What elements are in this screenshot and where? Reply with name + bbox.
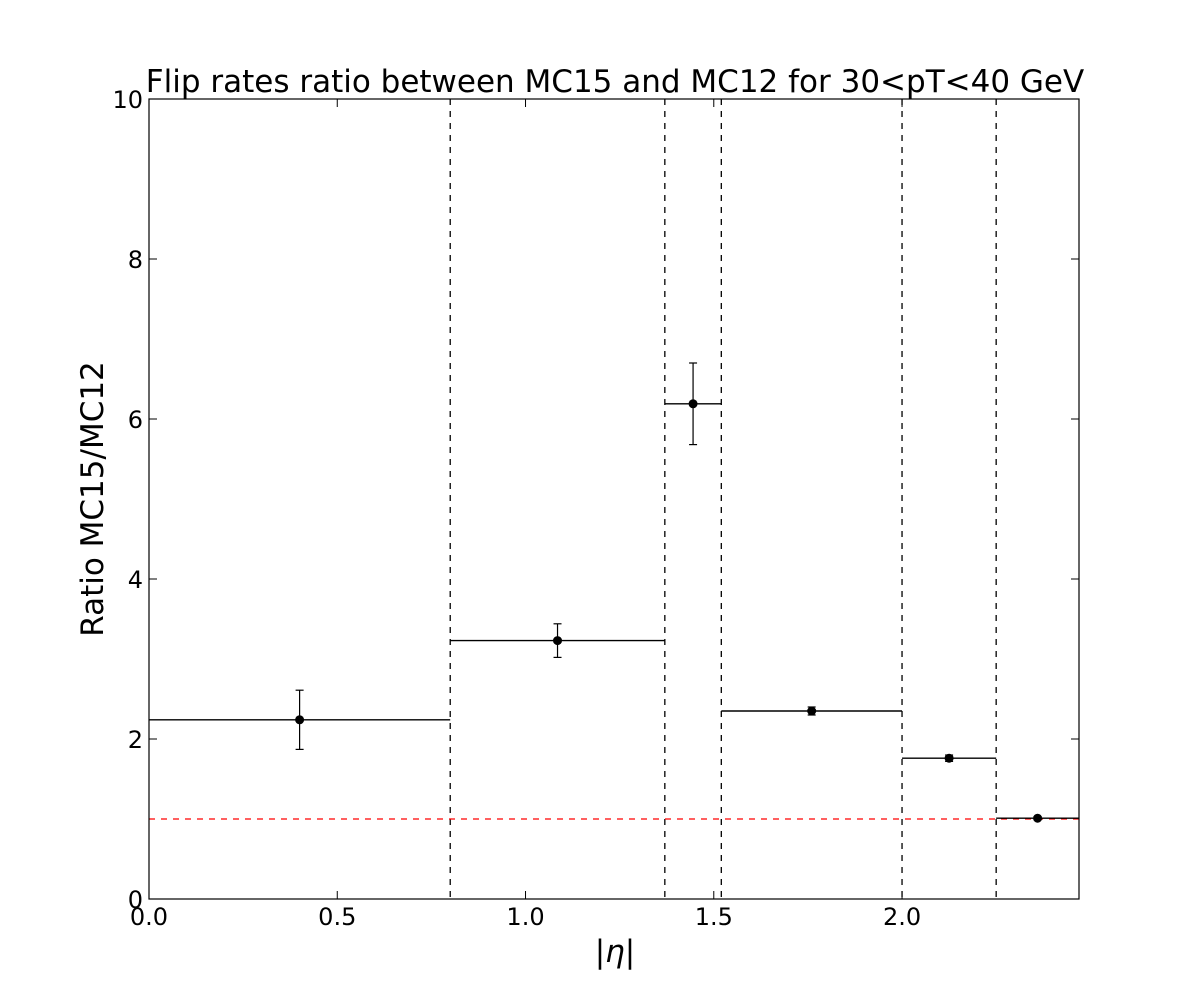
chart-title: Flip rates ratio between MC15 and MC12 f… (146, 64, 1084, 100)
y-tick-label-5: 10 (112, 86, 143, 114)
x-tick-label-1: 0.5 (318, 903, 356, 931)
x-axis-label: |η| (595, 934, 636, 970)
point-4 (944, 753, 954, 763)
point-0 (295, 715, 305, 725)
plot-area (149, 99, 1079, 899)
y-tick-label-0: 0 (128, 886, 143, 914)
y-tick-label-3: 6 (128, 406, 143, 434)
x-tick-label-3: 1.5 (695, 903, 733, 931)
x-tick-label-2: 1.0 (506, 903, 544, 931)
point-5 (1033, 813, 1043, 823)
x-tick-label-0: 0.0 (130, 903, 168, 931)
y-tick-label-1: 2 (128, 726, 143, 754)
point-1 (553, 636, 563, 646)
axis-ticks: 0.0 0.5 1.0 1.5 2.0 0 2 4 6 8 10 (112, 86, 1079, 931)
y-axis-label: Ratio MC15/MC12 (75, 361, 111, 637)
y-tick-label-4: 8 (128, 246, 143, 274)
x-tick-label-4: 2.0 (883, 903, 921, 931)
plot-frame (148, 98, 1080, 900)
point-3 (807, 706, 817, 716)
y-tick-label-2: 4 (128, 566, 143, 594)
point-2 (688, 399, 698, 409)
